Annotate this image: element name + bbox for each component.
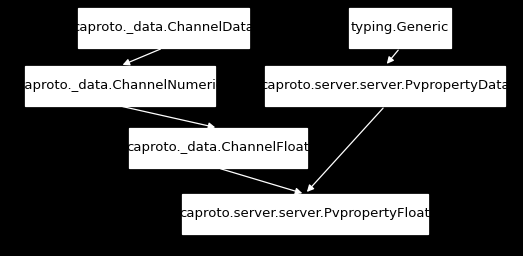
Text: caproto.server.server.PvpropertyFloat: caproto.server.server.PvpropertyFloat [179,208,430,220]
Text: caproto.server.server.PvpropertyData: caproto.server.server.PvpropertyData [260,80,510,92]
FancyBboxPatch shape [349,8,451,48]
Text: caproto._data.ChannelFloat: caproto._data.ChannelFloat [127,142,310,155]
FancyBboxPatch shape [129,128,306,168]
Text: caproto._data.ChannelData: caproto._data.ChannelData [72,22,254,35]
Text: caproto._data.ChannelNumeric: caproto._data.ChannelNumeric [17,80,223,92]
Text: typing.Generic: typing.Generic [351,22,449,35]
FancyBboxPatch shape [265,66,505,106]
FancyBboxPatch shape [77,8,248,48]
FancyBboxPatch shape [183,194,428,234]
FancyBboxPatch shape [25,66,215,106]
